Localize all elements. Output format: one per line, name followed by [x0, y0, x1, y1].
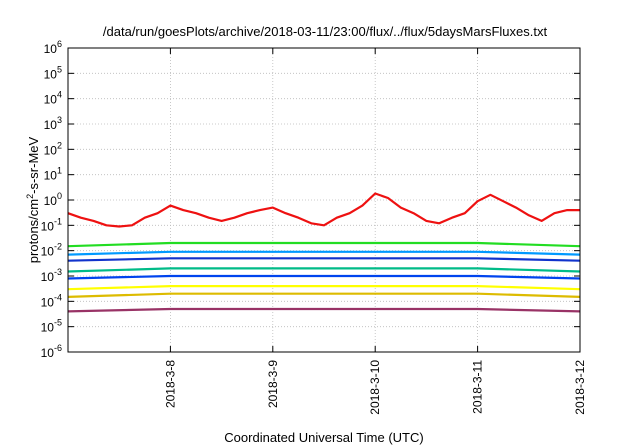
series-line	[67, 241, 581, 248]
y-tick-label-exponent: 1	[57, 166, 62, 176]
x-tick-label: 2018-3-9	[266, 360, 280, 408]
y-tick-label-base: 10	[41, 270, 55, 284]
y-tick-label-base: 10	[41, 346, 55, 360]
x-tick-label: 2018-3-8	[163, 360, 177, 408]
y-tick-label: 105	[44, 64, 62, 81]
y-tick-label: 100	[44, 191, 62, 208]
y-tick-label-base: 10	[41, 295, 55, 309]
y-tick-label-base: 10	[44, 169, 58, 183]
y-tick-label: 102	[44, 140, 62, 157]
y-tick-label-exponent: -1	[54, 216, 62, 226]
y-tick-label-exponent: -3	[54, 267, 62, 277]
y-tick-label-base: 10	[41, 321, 55, 335]
y-tick-label-base: 10	[41, 219, 55, 233]
y-tick-label-base: 10	[44, 67, 58, 81]
y-tick-label-exponent: 6	[57, 39, 62, 49]
series-line	[67, 307, 581, 313]
y-tick-label-base: 10	[44, 93, 58, 107]
y-tick-label-base: 10	[44, 42, 58, 56]
series-line	[67, 292, 581, 298]
y-tick-label-base: 10	[44, 118, 58, 132]
y-tick-label-base: 10	[41, 245, 55, 259]
series-line	[67, 250, 581, 256]
y-tick-label: 10-5	[41, 318, 62, 335]
series-line	[67, 285, 581, 291]
y-tick-label-exponent: 3	[57, 115, 62, 125]
y-tick-label: 10-6	[41, 343, 62, 360]
series-layer	[67, 192, 581, 313]
y-tick-label: 106	[44, 39, 62, 56]
y-tick-label-exponent: -5	[54, 318, 62, 328]
x-axis-ticks: 2018-3-8 2018-3-9 2018-3-10 2018-3-11 2018-3…	[163, 48, 587, 415]
x-axis-label: Coordinated Universal Time (UTC)	[224, 430, 423, 445]
x-tick-label: 2018-3-12	[573, 360, 587, 415]
y-tick-label-exponent: -6	[54, 343, 62, 353]
y-tick-label: 103	[44, 115, 62, 132]
y-axis-label-superscript: 2	[25, 194, 35, 199]
y-tick-label-exponent: 2	[57, 140, 62, 150]
y-tick-label: 10-2	[41, 242, 62, 259]
y-tick-label: 10-3	[41, 267, 62, 284]
y-tick-label: 10-4	[41, 292, 62, 309]
y-axis-label: protons/cm2-s-sr-MeV	[25, 136, 41, 263]
y-tick-label: 101	[44, 166, 62, 183]
x-tick-label: 2018-3-11	[471, 360, 485, 414]
series-line	[67, 257, 581, 262]
y-tick-label-exponent: 0	[57, 191, 62, 201]
y-axis-label-prefix: protons/cm	[26, 199, 41, 263]
x-tick-label: 2018-3-10	[368, 360, 382, 415]
y-tick-label-base: 10	[44, 143, 58, 157]
chart-title: /data/run/goesPlots/archive/2018-03-11/2…	[103, 24, 548, 39]
y-tick-label-exponent: -4	[54, 292, 62, 302]
y-tick-label-exponent: -2	[54, 242, 62, 252]
y-tick-label-base: 10	[44, 194, 58, 208]
y-tick-label-exponent: 5	[57, 64, 62, 74]
y-tick-label: 10-1	[41, 216, 62, 233]
series-line	[67, 267, 581, 273]
y-tick-label: 104	[44, 90, 62, 107]
y-tick-label-exponent: 4	[57, 90, 62, 100]
series-line	[67, 274, 581, 280]
series-line	[67, 192, 580, 228]
y-axis-ticks: 10-610-510-410-310-210-11001011021031041…	[41, 39, 580, 360]
y-axis-label-suffix: -s-sr-MeV	[26, 136, 41, 193]
